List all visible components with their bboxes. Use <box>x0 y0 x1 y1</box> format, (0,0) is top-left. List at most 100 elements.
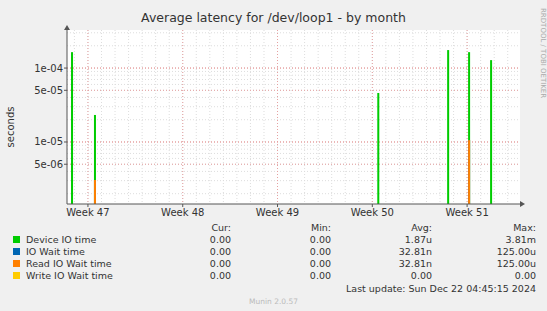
minor-grid-line <box>250 30 251 204</box>
minor-grid-line <box>182 30 183 204</box>
plot-area <box>67 30 520 204</box>
minor-grid-line <box>128 30 129 204</box>
minor-grid-line <box>142 30 143 204</box>
legend-label: IO Wait time <box>26 246 85 257</box>
legend-value: 1.87u <box>405 234 432 245</box>
legend: Cur:Min:Avg:Max:Device IO time0.000.001.… <box>13 222 536 281</box>
minor-grid-line <box>331 30 332 204</box>
minor-grid-line <box>507 30 508 204</box>
y-tick <box>64 141 67 142</box>
y-axis <box>67 30 68 204</box>
y-axis-label: seconds <box>5 107 16 148</box>
minor-grid-line <box>101 30 102 204</box>
legend-swatch <box>13 248 20 255</box>
minor-grid-line <box>67 180 520 181</box>
y-grid-line <box>67 164 520 165</box>
legend-value: 0.00 <box>210 270 231 281</box>
minor-grid-line <box>67 158 520 159</box>
legend-value: 3.81m <box>506 234 536 245</box>
title: Average latency for /dev/loop1 - by mont… <box>141 10 406 25</box>
y-tick <box>64 90 67 91</box>
minor-grid-line <box>372 30 373 204</box>
minor-grid-line <box>67 45 520 46</box>
y-tick-label: 1e-05 <box>34 136 63 147</box>
legend-value: 0.00 <box>310 270 331 281</box>
watermark: RRDTOOL / TOBI OETIKER <box>539 8 547 98</box>
minor-grid-line <box>467 30 468 204</box>
minor-grid-line <box>87 30 88 204</box>
y-tick-label: 5e-06 <box>34 159 63 170</box>
legend-column-header: Max: <box>513 222 536 233</box>
minor-grid-line <box>67 149 520 150</box>
x-tick-label: Week 51 <box>445 207 488 218</box>
minor-grid-line <box>426 30 427 204</box>
legend-value: 0.00 <box>310 246 331 257</box>
major-grid-line <box>87 30 88 204</box>
y-grid-line <box>67 68 520 69</box>
minor-grid-line <box>291 30 292 204</box>
minor-grid-line <box>67 84 520 85</box>
legend-value: 0.00 <box>411 270 432 281</box>
x-axis <box>67 204 520 205</box>
bar <box>447 50 449 204</box>
major-grid-line <box>67 68 520 69</box>
last-update: Last update: Sun Dec 22 04:45:15 2024 <box>346 283 536 294</box>
bar <box>94 180 96 204</box>
minor-grid-line <box>67 32 520 33</box>
minor-grid-line <box>304 30 305 204</box>
legend-swatch <box>13 236 20 243</box>
minor-grid-line <box>399 30 400 204</box>
x-tick-label: Week 48 <box>161 207 204 218</box>
legend-label: Read IO Wait time <box>26 258 112 269</box>
major-grid-line <box>277 30 278 204</box>
legend-value: 0.00 <box>310 258 331 269</box>
bar <box>94 115 96 204</box>
major-grid-line <box>67 141 520 142</box>
legend-value: 125.00u <box>497 258 536 269</box>
minor-grid-line <box>196 30 197 204</box>
minor-grid-line <box>169 30 170 204</box>
minor-grid-line <box>67 119 520 120</box>
minor-grid-line <box>494 30 495 204</box>
y-axis-arrow <box>64 25 70 30</box>
y-tick <box>64 164 67 165</box>
minor-grid-line <box>318 30 319 204</box>
x-axis-arrow <box>520 201 525 207</box>
minor-grid-line <box>385 30 386 204</box>
legend-value: 0.00 <box>210 246 231 257</box>
minor-grid-line <box>223 30 224 204</box>
legend-column-header: Avg: <box>411 222 432 233</box>
minor-grid-line <box>67 164 520 165</box>
legend-value: 125.00u <box>497 246 536 257</box>
chart: Week 47Week 48Week 49Week 50Week 515e-06… <box>0 0 547 311</box>
x-tick-label: Week 47 <box>66 207 109 218</box>
y-grid-line <box>67 141 520 142</box>
minor-grid-line <box>115 30 116 204</box>
minor-grid-line <box>67 71 520 72</box>
minor-grid-line <box>74 30 75 204</box>
bar <box>377 93 379 204</box>
legend-value: 32.81n <box>399 246 432 257</box>
minor-grid-line <box>67 75 520 76</box>
minor-grid-line <box>67 145 520 146</box>
minor-grid-line <box>67 79 520 80</box>
minor-grid-line <box>67 97 520 98</box>
legend-value: 0.00 <box>515 270 536 281</box>
bar <box>468 140 470 204</box>
marks <box>71 50 492 204</box>
bar <box>468 52 470 204</box>
legend-value: 0.00 <box>210 258 231 269</box>
minor-grid-line <box>236 30 237 204</box>
minor-grid-line <box>155 30 156 204</box>
minor-grid-line <box>358 30 359 204</box>
minor-grid-line <box>480 30 481 204</box>
legend-swatch <box>13 260 20 267</box>
legend-column-header: Min: <box>311 222 331 233</box>
minor-grid-line <box>67 106 520 107</box>
x-tick-label: Week 49 <box>256 207 299 218</box>
minor-grid-line <box>67 90 520 91</box>
y-tick-label: 5e-05 <box>34 85 63 96</box>
legend-label: Device IO time <box>26 234 96 245</box>
footer: Munin 2.0.57 <box>249 297 298 306</box>
minor-grid-line <box>440 30 441 204</box>
